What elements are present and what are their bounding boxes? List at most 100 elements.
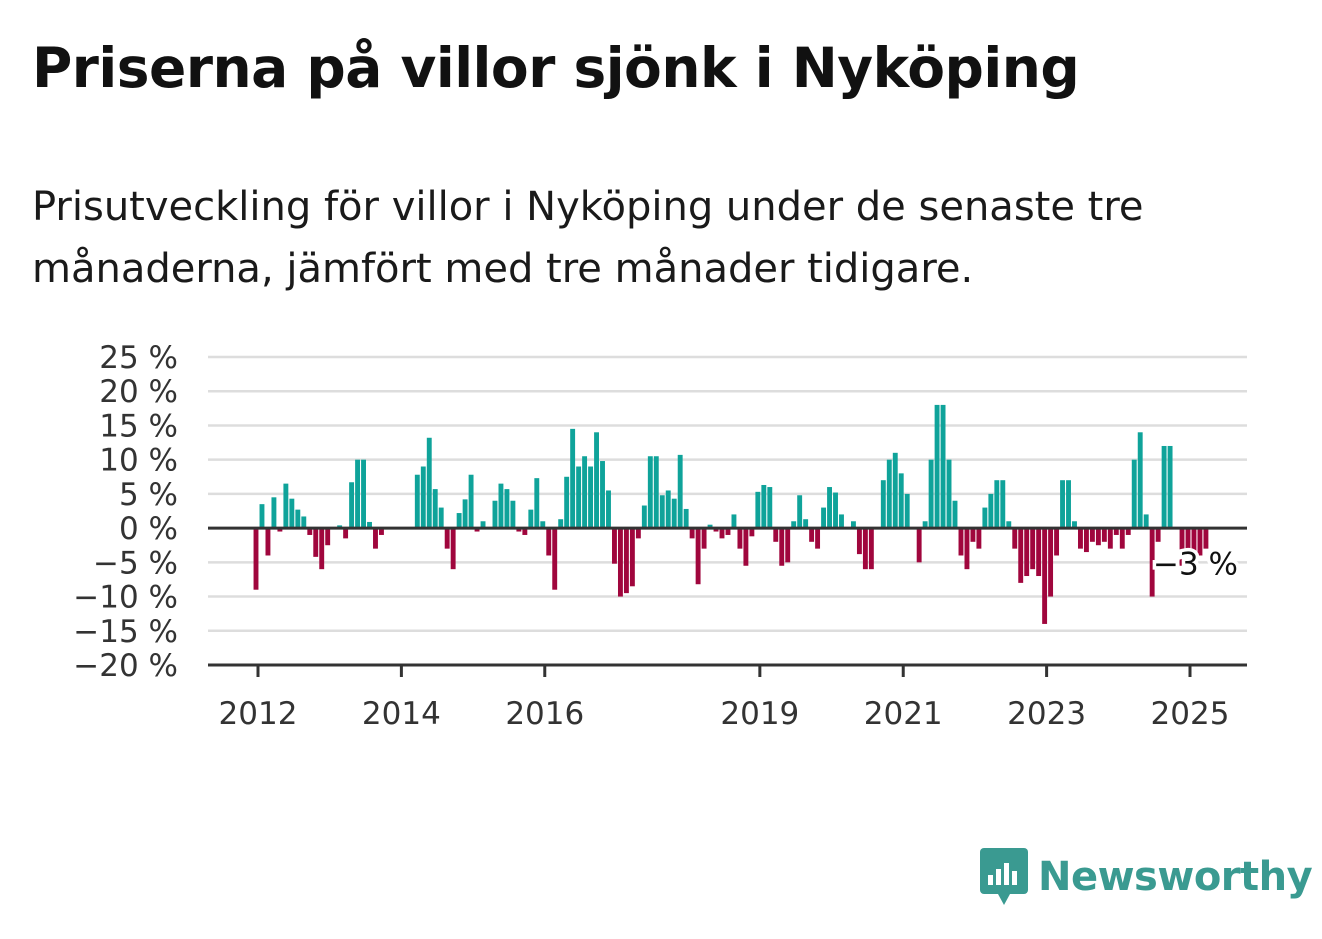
- bar: [462, 499, 468, 529]
- bar: [289, 498, 295, 529]
- bar: [576, 466, 582, 529]
- bar: [934, 404, 940, 529]
- bar: [880, 480, 886, 529]
- bars-group: [253, 404, 1209, 624]
- bar: [821, 507, 827, 529]
- x-tick-label: 2012: [219, 696, 298, 732]
- bar: [367, 521, 372, 529]
- bar: [964, 528, 970, 570]
- bar: [982, 507, 988, 529]
- bar: [271, 497, 277, 529]
- bar: [1083, 528, 1089, 553]
- bar: [1054, 528, 1060, 556]
- bar: [319, 528, 325, 570]
- bar: [1006, 521, 1012, 529]
- bar: [301, 516, 307, 529]
- bar: [773, 528, 779, 542]
- bar: [922, 521, 928, 529]
- bar: [749, 528, 755, 537]
- bar: [701, 528, 707, 549]
- bar: [480, 521, 486, 529]
- bar: [677, 454, 683, 529]
- bar: [307, 528, 313, 535]
- bar: [940, 404, 946, 529]
- bar: [886, 459, 892, 529]
- bar: [546, 528, 552, 556]
- bar: [659, 495, 665, 529]
- bar: [558, 519, 564, 529]
- bar: [343, 528, 349, 539]
- bar: [653, 456, 659, 529]
- bar: [492, 500, 498, 529]
- bar: [958, 528, 964, 556]
- bar-chart: −20 %−15 %−10 %−5 %0 %5 %10 %15 %20 %25 …: [73, 340, 1247, 732]
- y-tick-label: 25 %: [99, 340, 178, 376]
- bar: [1203, 528, 1209, 549]
- bar: [1155, 528, 1161, 542]
- bar: [349, 482, 355, 529]
- bar: [695, 528, 701, 585]
- bar: [1161, 445, 1167, 529]
- bar: [564, 476, 570, 529]
- bar: [1125, 528, 1131, 535]
- bar: [970, 528, 976, 542]
- bar: [534, 478, 540, 529]
- bar: [892, 452, 898, 529]
- bar: [265, 528, 271, 556]
- bar: [552, 528, 558, 590]
- newsworthy-logo-icon: [980, 848, 1028, 905]
- bar: [612, 528, 617, 564]
- bar: [438, 507, 444, 529]
- bar: [1078, 528, 1083, 549]
- bar: [1024, 528, 1030, 577]
- bar: [510, 500, 516, 529]
- bar: [373, 528, 378, 549]
- bar: [1131, 459, 1137, 529]
- bar: [1072, 521, 1077, 529]
- bar: [689, 528, 695, 539]
- y-axis-labels: −20 %−15 %−10 %−5 %0 %5 %10 %15 %20 %25 …: [73, 340, 178, 684]
- bar: [600, 461, 605, 529]
- y-tick-label: 0 %: [119, 511, 178, 547]
- brand-name: Newsworthy: [1038, 854, 1313, 900]
- bar: [803, 519, 809, 529]
- bar: [623, 528, 629, 594]
- bar: [283, 483, 289, 529]
- bar: [528, 509, 534, 529]
- y-tick-label: 10 %: [99, 443, 178, 479]
- bar: [617, 528, 623, 597]
- bar: [988, 493, 994, 529]
- bar: [791, 521, 797, 529]
- bar: [779, 528, 785, 566]
- bar: [1107, 528, 1113, 549]
- bar: [767, 487, 773, 529]
- bar: [582, 456, 588, 529]
- bar: [588, 466, 594, 529]
- bar: [683, 508, 689, 529]
- bar: [450, 528, 456, 570]
- bar: [259, 504, 265, 529]
- bar: [827, 487, 832, 529]
- bar: [755, 491, 761, 529]
- bar: [1036, 528, 1042, 577]
- bar: [420, 466, 426, 529]
- bar: [1185, 528, 1191, 559]
- bar: [1095, 528, 1101, 546]
- bar: [1060, 480, 1065, 529]
- bar: [570, 428, 576, 529]
- bar: [1048, 528, 1054, 597]
- x-tick-label: 2016: [505, 696, 584, 732]
- bar: [1042, 528, 1048, 624]
- bar: [868, 528, 874, 570]
- bar: [785, 528, 791, 563]
- bar: [809, 528, 815, 542]
- bar: [361, 459, 366, 529]
- y-tick-label: 20 %: [99, 374, 178, 410]
- bar: [414, 474, 420, 529]
- grid-lines: [208, 355, 1247, 633]
- bar: [1149, 528, 1155, 597]
- y-tick-label: −20 %: [73, 648, 178, 684]
- bar: [295, 509, 301, 529]
- bar: [444, 528, 450, 549]
- bar: [761, 484, 767, 529]
